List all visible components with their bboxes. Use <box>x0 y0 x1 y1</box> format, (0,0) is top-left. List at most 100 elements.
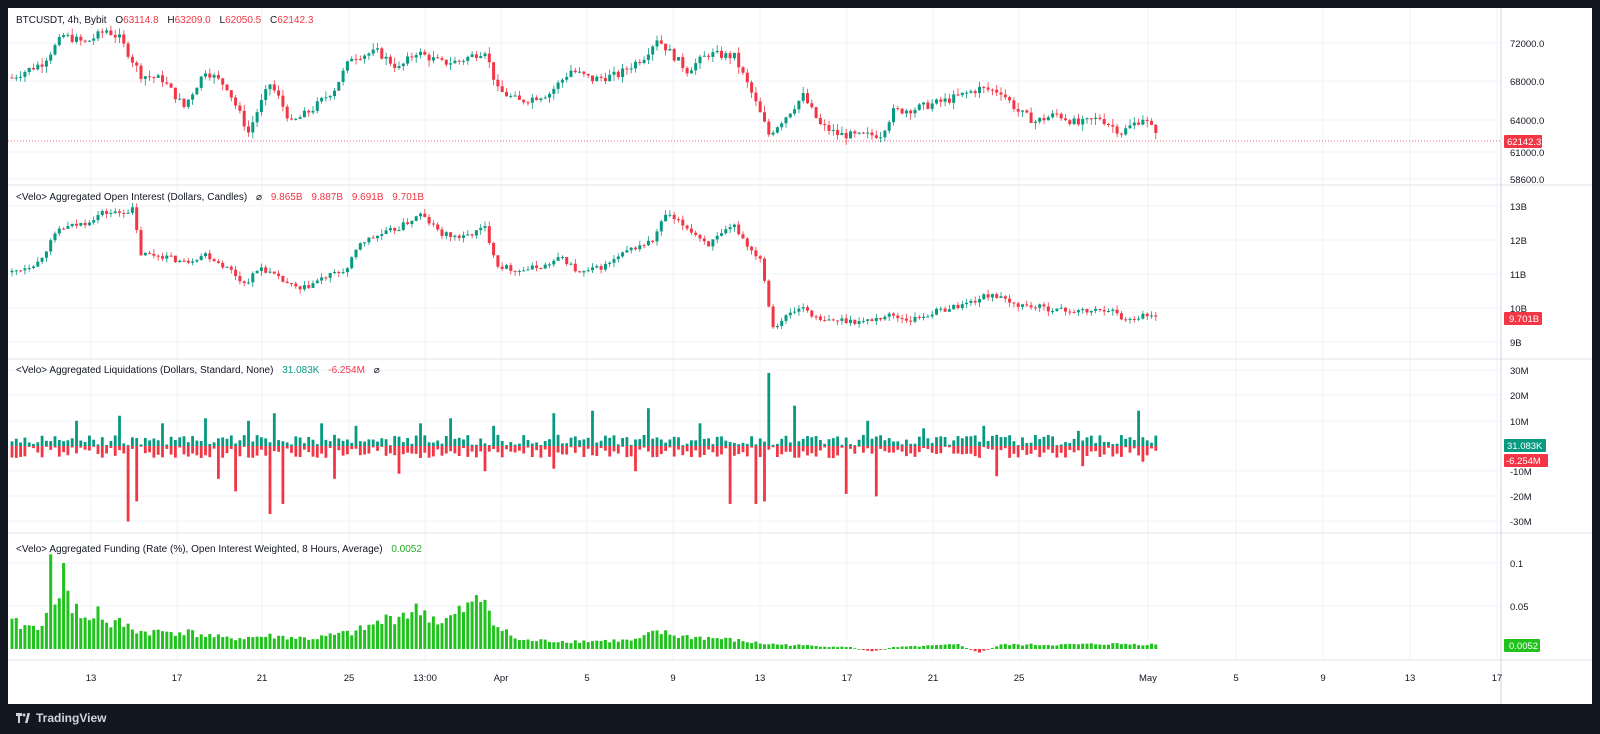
candle-body <box>44 251 48 258</box>
candle-body <box>75 223 78 226</box>
liq-short-bar <box>896 446 900 450</box>
hidden-eye-icon[interactable]: ⌀ <box>373 365 380 376</box>
candle-body <box>49 240 53 252</box>
time-tick: 9 <box>1320 673 1325 684</box>
funding-bar <box>431 616 435 649</box>
funding-bar <box>337 632 341 649</box>
candle-body <box>487 226 491 243</box>
liq-short-bar <box>939 446 943 454</box>
hidden-eye-icon[interactable]: ⌀ <box>256 192 263 203</box>
liq-short-bar <box>363 446 366 455</box>
oi-legend[interactable]: <Velo> Aggregated Open Interest (Dollars… <box>16 192 424 203</box>
funding-axis[interactable]: 0.1 0.05 <box>1510 559 1529 613</box>
price-tick: 68000.0 <box>1510 77 1544 88</box>
funding-bar <box>578 642 582 649</box>
candle-body <box>1059 307 1063 309</box>
funding-bar <box>1033 645 1037 649</box>
candle-body <box>212 74 216 78</box>
candle-body <box>122 212 126 214</box>
candle-body <box>560 257 564 259</box>
funding-bar <box>487 610 491 649</box>
liq-long-bar <box>272 413 276 446</box>
funding-bar <box>879 649 883 650</box>
price-axis[interactable]: 72000.0 68000.0 64000.0 61000.0 58600.0 <box>1510 39 1544 186</box>
candle-body <box>32 67 35 70</box>
funding-bar <box>492 625 496 649</box>
candle-body <box>522 270 526 272</box>
liq-short-bar <box>844 446 848 494</box>
oi-axis[interactable]: 13B 12B 11B 10B 9B <box>1510 202 1527 349</box>
candle-body <box>599 76 603 78</box>
price-legend[interactable]: BTCUSDT, 4h, Bybit O63114.8 H63209.0 L62… <box>16 15 313 26</box>
candle-body <box>126 43 130 57</box>
liq-short-bar <box>1081 446 1085 467</box>
candle-body <box>333 272 336 274</box>
liq-long-bar <box>922 428 925 446</box>
liq-short-bar <box>113 446 117 456</box>
candle-body <box>354 58 358 60</box>
candle-body <box>943 308 947 312</box>
price-candles <box>10 25 1158 145</box>
candle-body <box>358 243 362 250</box>
funding-bar <box>780 644 784 649</box>
candle-body <box>393 63 397 68</box>
funding-bar <box>1068 643 1072 649</box>
candle-body <box>384 230 388 235</box>
candle-body <box>1150 120 1153 125</box>
liq-short-bar <box>552 446 556 469</box>
liq-legend[interactable]: <Velo> Aggregated Liquidations (Dollars,… <box>16 365 380 376</box>
liq-tick: -10M <box>1510 467 1532 478</box>
liq-long-bar <box>49 441 53 446</box>
candle-body <box>341 272 345 274</box>
chart-svg[interactable]: 72000.0 68000.0 64000.0 61000.0 58600.0 … <box>8 8 1592 704</box>
funding-legend[interactable]: <Velo> Aggregated Funding (Rate (%), Ope… <box>16 544 422 555</box>
candle-body <box>1111 124 1115 127</box>
liq-long-bar <box>229 435 233 446</box>
time-axis[interactable]: 13 17 21 25 13:00 Apr 5 9 13 17 21 25 Ma… <box>86 673 1503 684</box>
funding-bar <box>350 635 354 649</box>
liq-long-bar <box>234 443 237 446</box>
candle-body <box>333 90 336 97</box>
liq-long-bar <box>70 438 74 446</box>
funding-bar <box>83 617 87 649</box>
liq-short-bar <box>496 446 500 453</box>
candle-body <box>466 56 470 61</box>
candle-body <box>466 234 470 236</box>
liq-short-bar <box>707 446 710 450</box>
candle-body <box>917 104 921 110</box>
candle-body <box>462 60 465 62</box>
candle-body <box>552 260 556 265</box>
candle-body <box>651 240 655 242</box>
liq-axis[interactable]: 30M 20M 10M -10M -20M -30M <box>1510 366 1532 528</box>
funding-bar <box>758 643 762 649</box>
brand[interactable]: TradingView <box>16 711 106 725</box>
liq-short-bar <box>384 446 388 456</box>
liq-long-bar <box>191 436 194 446</box>
liq-long-bar <box>853 445 857 446</box>
liq-short-bar <box>199 446 203 458</box>
liq-short-bar <box>621 446 624 447</box>
liq-short-bar <box>444 446 448 454</box>
liq-short-bar <box>754 446 758 504</box>
candle-body <box>836 129 840 136</box>
symbol-label[interactable]: BTCUSDT, 4h, Bybit <box>16 15 107 26</box>
time-tick: 17 <box>1492 673 1503 684</box>
funding-bar <box>904 646 908 649</box>
funding-bar <box>49 554 53 649</box>
candle-body <box>255 112 259 123</box>
funding-bar <box>754 641 758 649</box>
candle-body <box>930 103 934 109</box>
liq-long-bar <box>982 425 986 446</box>
liq-short-bar <box>539 446 543 458</box>
candle-body <box>677 57 680 61</box>
liq-long-bar <box>152 438 156 446</box>
candle-body <box>419 213 422 217</box>
funding-bar <box>1102 644 1106 649</box>
candle-body <box>1029 305 1033 308</box>
funding-bar <box>586 642 590 649</box>
candle-body <box>651 46 655 55</box>
candle-body <box>1016 109 1020 112</box>
funding-bar <box>689 639 693 649</box>
funding-bar <box>943 644 947 649</box>
funding-bar <box>698 636 702 649</box>
